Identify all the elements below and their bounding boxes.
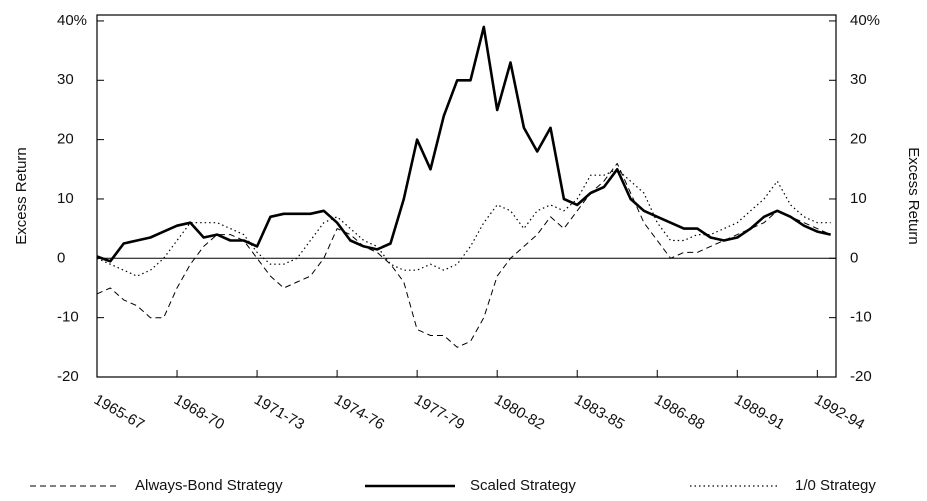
y2-tick-label: 0 <box>850 249 858 266</box>
series-line <box>96 168 831 277</box>
y-axis-label: Excess Return <box>13 147 30 245</box>
legend-label: Always-Bond Strategy <box>135 477 283 494</box>
y2-tick-label: -20 <box>850 368 872 385</box>
series-line <box>96 25 831 263</box>
y2-tick-label: 30 <box>850 71 867 88</box>
y2-tick-label: 20 <box>850 131 867 148</box>
y-tick-label: 0 <box>57 249 65 266</box>
y-tick-label: 10 <box>57 190 74 207</box>
y-tick-label: 40% <box>57 12 87 29</box>
x-tick-label: 1974-76 <box>331 391 387 433</box>
y2-tick-label: 40% <box>850 12 880 29</box>
y-tick-label: -10 <box>57 309 79 326</box>
x-tick-label: 1971-73 <box>251 391 307 433</box>
x-tick-label: 1992-94 <box>811 391 867 433</box>
y2-tick-label: -10 <box>850 309 872 326</box>
legend-label: 1/0 Strategy <box>795 477 876 494</box>
x-tick-label: 1989-91 <box>731 391 787 433</box>
x-tick-label: 1983-85 <box>571 391 627 433</box>
x-tick-label: 1968-70 <box>171 391 227 433</box>
y-tick-label: -20 <box>57 368 79 385</box>
y-tick-label: 30 <box>57 71 74 88</box>
x-tick-label: 1977-79 <box>411 391 467 433</box>
x-tick-label: 1986-88 <box>651 391 707 433</box>
y2-tick-label: 10 <box>850 190 867 207</box>
y-tick-label: 20 <box>57 131 74 148</box>
legend-label: Scaled Strategy <box>470 477 576 494</box>
y2-axis-label: Excess Return <box>905 147 922 245</box>
plot-frame <box>96 14 837 378</box>
x-tick-label: 1965-67 <box>91 391 147 433</box>
x-tick-label: 1980-82 <box>491 391 547 433</box>
